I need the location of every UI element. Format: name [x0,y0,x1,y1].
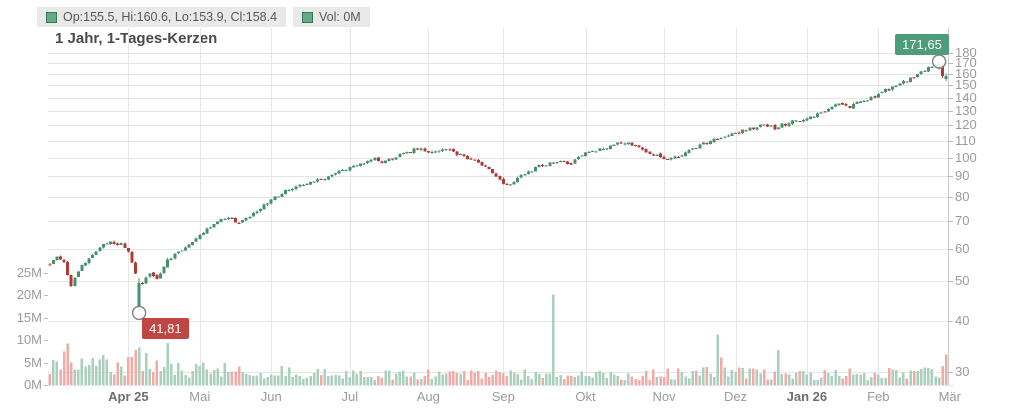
price-axis [44,28,953,386]
month-label: Jun [260,389,282,404]
month-label: Sep [491,389,515,404]
price-tick-label: 60 [955,240,970,256]
volume-tick-label: 20M [16,287,42,303]
month-label: Jul [341,389,359,404]
month-label: Feb [867,389,890,404]
price-tick-label: 40 [955,312,970,328]
volume-tick-label: 10M [16,332,42,348]
volume-tick-label: 15M [16,309,42,325]
chart-title: 1 Jahr, 1-Tages-Kerzen [55,30,218,47]
high-price-badge: 171,65 [895,34,949,56]
price-tick-label: 130 [955,102,977,118]
legend-volume-chip[interactable]: Vol: 0M [293,7,370,27]
month-label: Nov [652,389,676,404]
volume-series-swatch-icon [302,11,313,23]
price-tick-label: 120 [955,117,977,133]
month-label: Dez [723,389,748,404]
price-tick-label: 110 [955,132,976,148]
candles [48,61,948,313]
grid-lines [48,28,954,386]
price-tick-label: 170 [955,55,977,71]
legend-volume-text: Vol: 0M [319,10,361,24]
volume-tick-label: 25M [16,265,42,280]
price-tick-label: 140 [955,89,977,105]
price-tick-label: 80 [955,189,970,205]
month-label: Okt [575,389,596,404]
high-marker-circle-icon [931,54,947,69]
price-tick-label: 50 [955,273,970,289]
month-label: Aug [416,389,440,404]
volume-bars [48,294,948,385]
price-tick-label: 30 [955,364,970,379]
extreme-markers [131,54,947,321]
price-tick-label: 90 [955,168,970,184]
price-tick-label: 70 [955,213,970,229]
month-label: Mär [938,389,961,404]
legend-ohlc-chip[interactable]: Op:155.5, Hi:160.6, Lo:153.9, Cl:158.4 [37,7,287,27]
month-label: Mai [189,389,211,404]
price-tick-label: 100 [955,149,977,165]
legend-ohlc-text: Op:155.5, Hi:160.6, Lo:153.9, Cl:158.4 [63,10,278,24]
candle-series-swatch-icon [46,11,57,23]
low-price-badge: 41,81 [142,317,189,339]
price-tick-label: 160 [955,65,977,81]
volume-tick-label: 0M [23,377,42,392]
price-tick-label: 150 [955,77,977,93]
month-label: Jan 26 [786,389,828,404]
month-label: Apr 25 [108,389,149,404]
volume-tick-label: 5M [23,354,42,370]
price-tick-label: 180 [955,45,977,60]
low-marker-circle-icon [131,305,147,321]
